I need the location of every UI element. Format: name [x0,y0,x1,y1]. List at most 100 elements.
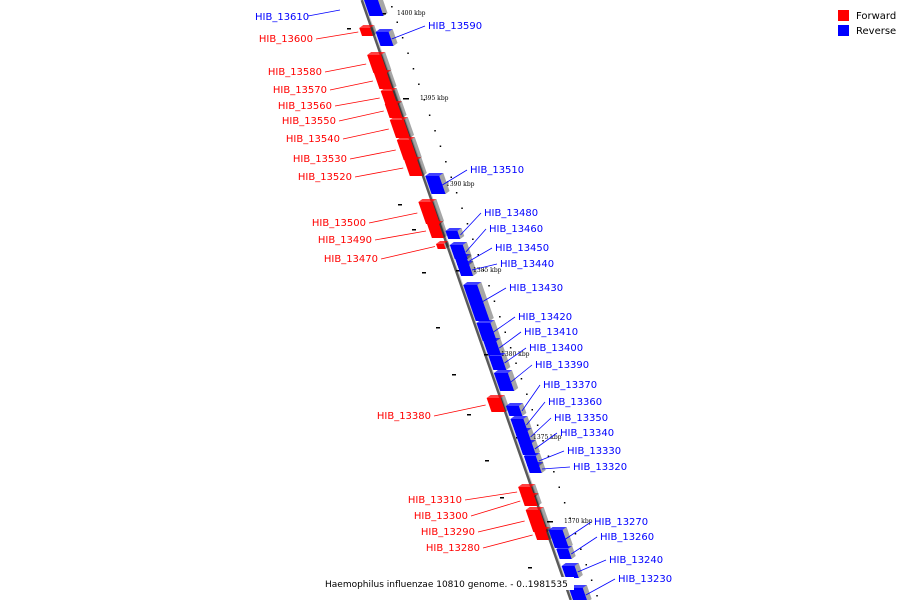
forward-gene-hib-13490[interactable] [427,221,448,238]
reverse-gene-label[interactable]: HIB_13460 [489,224,543,235]
scale-dot [434,130,436,132]
reverse-gene-label[interactable]: HIB_13270 [594,517,648,528]
scale-dash [347,28,351,30]
gene-connector [565,521,592,540]
forward-gene-label[interactable]: HIB_13540 [286,134,340,145]
scale-dot [542,440,544,442]
forward-gene-label[interactable]: HIB_13560 [278,101,332,112]
reverse-gene-label[interactable]: HIB_13340 [560,428,614,439]
forward-gene-label[interactable]: HIB_13490 [318,235,372,246]
scale-dot [428,114,431,116]
forward-gene-label[interactable]: HIB_13470 [324,254,378,265]
forward-gene-label[interactable]: HIB_13580 [268,67,322,78]
scale-dots [347,6,598,597]
scale-dot [396,21,398,23]
reverse-gene-hib-13340[interactable] [518,440,540,455]
gene-connector [315,31,359,40]
forward-gene-hib-13600[interactable] [359,25,378,36]
reverse-gene-hib-13480[interactable] [445,228,465,239]
reverse-gene-label[interactable]: HIB_13230 [618,574,672,585]
scale-dot [531,409,533,411]
scale-dot [455,192,458,194]
reverse-gene-label[interactable]: HIB_13260 [600,532,654,543]
reverse-gene-label[interactable]: HIB_13480 [484,208,538,219]
scale-dash [500,497,504,499]
reverse-gene-hib-13240[interactable] [561,563,583,578]
forward-gene-hib-13570[interactable] [373,70,397,89]
forward-gene-hib-13300[interactable] [521,493,542,506]
forward-gene-hib-13540[interactable] [389,117,415,138]
gene-connector [538,450,565,462]
reverse-gene-hib-13610[interactable] [364,0,388,16]
forward-gene-hib-13470[interactable] [435,241,450,249]
forward-gene-label[interactable]: HIB_13300 [414,511,468,522]
forward-gene-label[interactable]: HIB_13310 [408,495,462,506]
legend-reverse-swatch [838,25,849,36]
gene-connector [504,347,527,364]
scale-dot [596,595,598,597]
scale-dot [585,564,587,566]
forward-gene-label[interactable]: HIB_13290 [421,527,475,538]
scale-dot [407,52,409,54]
reverse-gene-label[interactable]: HIB_13410 [524,327,578,338]
gene-connector [433,404,486,417]
reverse-gene-label[interactable]: HIB_13590 [428,21,482,32]
forward-gene-hib-13380[interactable] [486,395,510,412]
reverse-gene-label[interactable]: HIB_13360 [548,397,602,408]
reverse-gene-label[interactable]: HIB_13370 [543,380,597,391]
scale-dash [485,460,489,462]
tick-label: 1385 kbp [473,267,502,274]
scale-dot [580,548,582,550]
reverse-gene-label[interactable]: HIB_13510 [470,165,524,176]
tick-label: 1380 kbp [501,351,530,358]
scale-dot [536,424,539,426]
gene-connector [499,331,522,349]
reverse-gene-label[interactable]: HIB_13420 [518,312,572,323]
forward-gene-hib-13290[interactable] [525,507,552,532]
forward-gene-hib-13500[interactable] [418,199,445,224]
reverse-gene-label[interactable]: HIB_13610 [255,12,309,23]
forward-gene-label[interactable]: HIB_13280 [426,543,480,554]
forward-gene-hib-13580[interactable] [367,52,392,73]
gene-connector [324,63,367,73]
reverse-gene-label[interactable]: HIB_13240 [609,555,663,566]
scale-dot [509,347,512,349]
scale-dot [499,316,501,318]
reverse-gene-label[interactable]: HIB_13320 [573,462,627,473]
forward-gene-hib-13520[interactable] [404,157,427,176]
forward-gene-label[interactable]: HIB_13500 [312,218,366,229]
reverse-gene-label[interactable]: HIB_13440 [500,259,554,270]
reverse-gene-hib-13260[interactable] [556,546,576,559]
scale-dot [445,161,447,163]
scale-dot [493,300,496,302]
caption-background [322,577,574,590]
reverse-gene-hib-13320[interactable] [526,462,546,473]
forward-gene-label[interactable]: HIB_13520 [298,172,352,183]
gene-connector [571,536,598,555]
gene-connector [338,110,384,122]
reverse-gene-label[interactable]: HIB_13330 [567,446,621,457]
reverse-gene-label[interactable]: HIB_13400 [529,343,583,354]
reverse-gene-label[interactable]: HIB_13390 [535,360,589,371]
forward-gene-hib-13550[interactable] [384,101,407,118]
forward-gene-label[interactable]: HIB_13570 [273,85,327,96]
reverse-gene-label[interactable]: HIB_13350 [554,413,608,424]
forward-gene-label[interactable]: HIB_13380 [377,411,431,422]
gene-connector [526,401,546,426]
reverse-gene-hib-13590[interactable] [375,29,398,46]
gene-connector [534,432,558,450]
gene-connector [380,246,436,260]
reverse-gene-label[interactable]: HIB_13450 [495,243,549,254]
scale-dot [450,176,452,178]
forward-gene-label[interactable]: HIB_13550 [282,116,336,127]
forward-gene-hib-13530[interactable] [396,137,422,160]
forward-gene-label[interactable]: HIB_13600 [259,34,313,45]
reverse-gene-hib-13440[interactable] [456,261,478,276]
reverse-gene-hib-13400[interactable] [488,353,511,370]
gene-connector [470,500,521,517]
reverse-gene-label[interactable]: HIB_13430 [509,283,563,294]
forward-gene-label[interactable]: HIB_13530 [293,154,347,165]
reverse-gene-hib-13430[interactable] [463,282,494,321]
tick-mark [484,354,490,356]
gene-connector [464,491,518,501]
